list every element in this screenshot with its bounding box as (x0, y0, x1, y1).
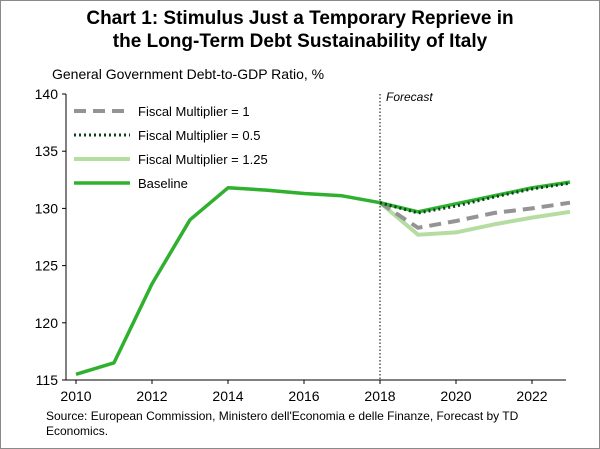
x-tick-label: 2010 (60, 388, 91, 404)
legend-label-1: Fiscal Multiplier = 0.5 (138, 128, 260, 143)
forecast-divider: Forecast (379, 90, 433, 380)
x-tick-label: 2012 (136, 388, 167, 404)
series-line-2 (378, 201, 571, 237)
y-tick-label: 115 (36, 372, 59, 388)
y-tick-label: 140 (35, 86, 59, 102)
source-note: Source: European Commission, Ministero d… (46, 409, 519, 438)
y-tick-label: 125 (35, 258, 59, 274)
x-tick-label: 2014 (212, 388, 243, 404)
y-tick-label: 135 (35, 143, 59, 159)
x-tick-label: 2022 (516, 388, 547, 404)
tick-labels: 115 120 125 130 135 140 2010 2012 2014 2016 2018 20… (35, 86, 548, 404)
chart-title-line-1: Chart 1: Stimulus Just a Temporary Repri… (86, 8, 514, 29)
legend-label-0: Fiscal Multiplier = 1 (138, 104, 250, 119)
x-tick-label: 2018 (364, 388, 395, 404)
legend-label-2: Fiscal Multiplier = 1.25 (138, 152, 268, 167)
legend: Fiscal Multiplier = 1 Fiscal Multiplier =… (74, 104, 268, 191)
y-tick-label: 130 (35, 200, 59, 216)
chart-title: Chart 1: Stimulus Just a Temporary Repri… (0, 7, 600, 53)
axes (62, 93, 566, 384)
y-axis-label: General Government Debt-to-GDP Ratio, % (52, 66, 325, 82)
legend-label-3: Baseline (138, 176, 188, 191)
y-tick-label: 120 (35, 315, 59, 331)
chart-title-line-2: the Long-Term Debt Sustainability of Ita… (112, 31, 488, 52)
forecast-label: Forecast (386, 90, 433, 104)
series-line-0 (378, 200, 571, 230)
x-tick-label: 2020 (440, 388, 471, 404)
x-tick-label: 2016 (288, 388, 319, 404)
series-lines (75, 180, 571, 376)
